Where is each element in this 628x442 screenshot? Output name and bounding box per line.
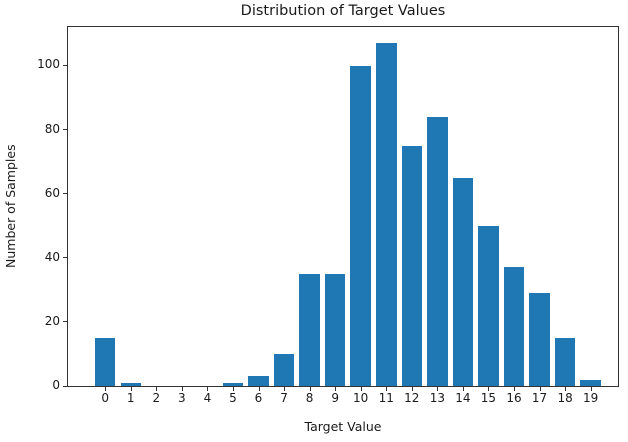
x-tick-label: 0 [101,391,109,405]
x-tick-mark [284,387,286,391]
x-tick-label: 15 [480,391,497,405]
y-tick-mark [63,193,67,195]
bar-x5 [222,382,244,386]
y-tick-label: 0 [52,378,60,392]
x-axis-label: Target Value [304,419,382,434]
x-tick-mark [437,387,439,391]
x-tick-mark [207,387,209,391]
x-tick-mark [488,387,490,391]
x-tick-label: 2 [152,391,161,405]
x-tick-label: 13 [429,391,445,405]
x-tick-mark [130,387,132,391]
x-tick-label: 9 [331,391,339,405]
y-tick-mark [63,321,67,323]
x-tick-label: 18 [557,391,573,405]
bar-x0 [94,337,116,386]
x-tick-mark [386,387,388,391]
y-axis-label: Number of Samples [3,144,18,269]
x-tick-label: 19 [583,391,599,405]
x-tick-label: 11 [378,391,394,405]
y-tick-mark [63,129,67,131]
y-tick-label: 40 [44,249,60,264]
bar-x17 [529,293,550,386]
x-tick-mark [462,387,464,391]
x-tick-label: 7 [280,391,288,405]
x-tick-mark [514,387,515,391]
x-tick-label: 17 [531,391,548,405]
x-tick-label: 4 [203,391,212,405]
x-tick-label: 1 [126,391,135,405]
x-tick-label: 5 [229,391,237,405]
x-tick-label: 3 [178,391,186,405]
x-tick-mark [539,387,541,391]
bar-x1 [120,382,141,386]
y-tick-mark [63,385,67,387]
x-tick-mark [411,387,413,391]
x-tick-mark [309,387,311,391]
y-tick-label: 20 [44,313,60,328]
x-tick-label: 6 [254,391,263,405]
bar-x15 [478,225,499,386]
x-tick-mark [181,387,183,391]
chart-title: Distribution of Target Values [240,3,446,19]
y-tick-mark [63,257,67,259]
x-tick-mark [565,387,567,391]
x-tick-mark [232,387,234,391]
x-tick-mark [258,387,260,391]
bar-x13 [427,116,448,386]
bar-x18 [554,337,576,386]
x-tick-mark [360,387,362,391]
y-tick-mark [63,64,67,66]
x-tick-label: 12 [404,391,420,405]
bar-x8 [299,273,320,386]
y-tick-label: 80 [44,121,60,136]
x-tick-label: 8 [305,391,314,405]
x-tick-mark [156,387,158,391]
y-tick-label: 60 [44,185,60,200]
bar-x19 [580,379,601,386]
bar-x6 [248,376,269,386]
bar-x11 [376,43,397,386]
bar-x14 [452,177,474,386]
x-tick-mark [590,387,592,391]
x-tick-label: 10 [353,391,369,405]
plot-area [67,26,619,387]
x-tick-mark [335,387,337,391]
bar-x7 [273,353,295,386]
y-tick-label: 100 [37,57,60,72]
bar-x9 [324,273,346,386]
x-tick-mark [105,387,107,391]
bar-x10 [350,65,371,386]
bar-x12 [401,145,423,386]
x-tick-label: 16 [506,391,522,405]
x-tick-label: 14 [455,391,471,405]
bar-x16 [503,267,525,386]
